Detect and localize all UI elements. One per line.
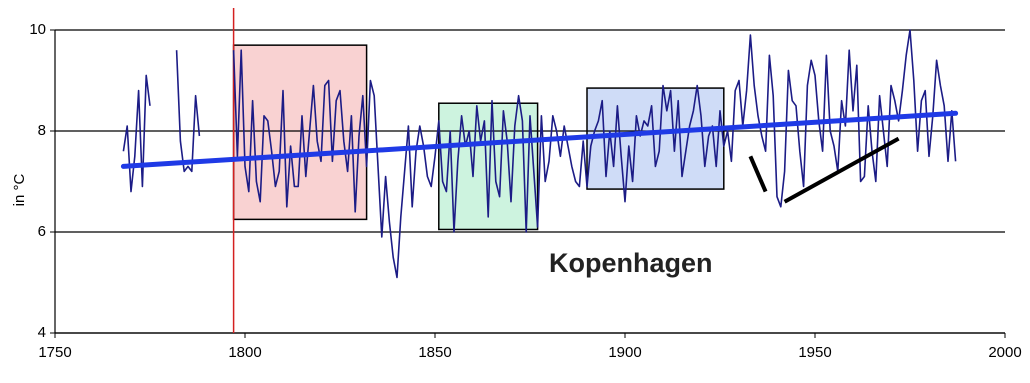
trend-line [120,110,959,169]
x-tick-label: 1900 [608,344,641,361]
x-tick-label: 2000 [988,344,1021,361]
data-line [175,50,201,173]
highlight-box [232,44,368,221]
y-axis-label: in °C [11,174,28,207]
x-tick-label: 1800 [228,344,261,361]
y-tick-label: 6 [38,223,46,240]
x-tick-label: 1850 [418,344,451,361]
x-tick-label: 1750 [38,344,71,361]
y-tick-label: 8 [38,122,46,139]
y-tick-label: 4 [38,324,46,341]
annotation-line [748,155,768,193]
annotation-line [783,136,900,204]
data-line [232,29,957,279]
data-line [122,74,151,193]
y-tick-label: 10 [29,21,46,38]
x-tick-label: 1950 [798,344,831,361]
annotation: Kopenhagen [549,248,713,278]
